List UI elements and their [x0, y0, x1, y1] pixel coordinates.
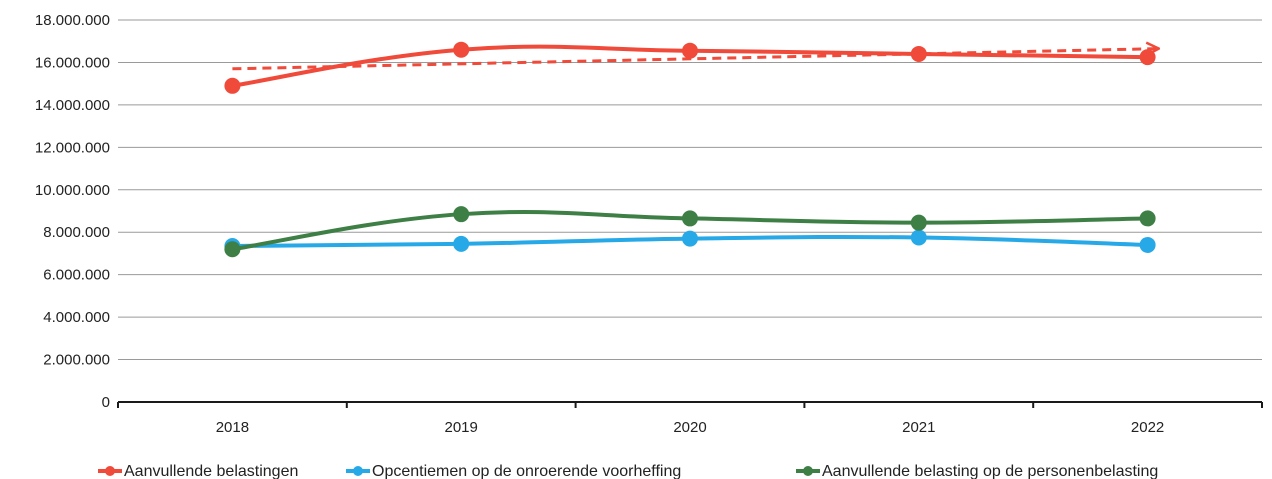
- data-point: [910, 214, 927, 231]
- legend: Aanvullende belastingen Opcentiemen op de…: [98, 463, 1158, 479]
- legend-swatch-marker: [105, 466, 115, 476]
- x-tick-label: 2019: [445, 419, 478, 436]
- x-tick-label: 2021: [902, 419, 935, 436]
- x-axis: [117, 401, 1263, 408]
- y-tick-label: 16.000.000: [35, 54, 110, 71]
- series-1: [224, 42, 1157, 94]
- data-point: [910, 45, 927, 62]
- y-tick-label: 0: [102, 394, 110, 411]
- data-point: [910, 229, 927, 246]
- legend-item: Aanvullende belasting op de personenbela…: [796, 463, 1158, 479]
- x-tick-label: 2020: [673, 419, 706, 436]
- data-point: [1139, 49, 1156, 66]
- legend-item: Aanvullende belastingen: [98, 463, 298, 479]
- x-tick-label: 2018: [216, 419, 249, 436]
- x-axis-tick-labels: 2018 2019 2020 2021 2022: [216, 419, 1165, 436]
- series-lines: [224, 42, 1157, 258]
- y-tick-label: 10.000.000: [35, 182, 110, 199]
- data-point: [224, 77, 241, 94]
- legend-item: Opcentiemen op de onroerende voorheffing: [346, 463, 681, 479]
- data-point: [682, 210, 698, 227]
- x-tick-label: 2022: [1131, 419, 1164, 436]
- y-tick-label: 8.000.000: [43, 224, 110, 241]
- y-axis-tick-labels: 0 2.000.000 4.000.000 6.000.000 8.000.000 10.…: [35, 12, 110, 411]
- data-point: [453, 206, 470, 223]
- data-point: [224, 241, 241, 258]
- y-tick-label: 4.000.000: [43, 309, 110, 326]
- legend-label: Opcentiemen op de onroerende voorheffing: [372, 463, 681, 479]
- data-point: [682, 42, 698, 59]
- y-tick-label: 18.000.000: [35, 12, 110, 29]
- series-3: [224, 206, 1156, 258]
- y-tick-label: 6.000.000: [43, 267, 110, 284]
- data-point: [1139, 236, 1156, 253]
- legend-swatch-marker: [803, 466, 813, 476]
- gridlines: [118, 19, 1262, 361]
- legend-label: Aanvullende belasting op de personenbela…: [822, 463, 1158, 479]
- legend-swatch-marker: [353, 466, 363, 476]
- y-tick-label: 12.000.000: [35, 139, 110, 156]
- data-point: [1139, 210, 1156, 227]
- series-2: [224, 229, 1156, 255]
- data-point: [453, 41, 470, 58]
- trendline: [232, 49, 1157, 71]
- data-point: [682, 230, 698, 247]
- legend-label: Aanvullende belastingen: [124, 463, 298, 479]
- y-tick-label: 2.000.000: [43, 352, 110, 369]
- y-tick-label: 14.000.000: [35, 97, 110, 114]
- data-point: [453, 235, 470, 252]
